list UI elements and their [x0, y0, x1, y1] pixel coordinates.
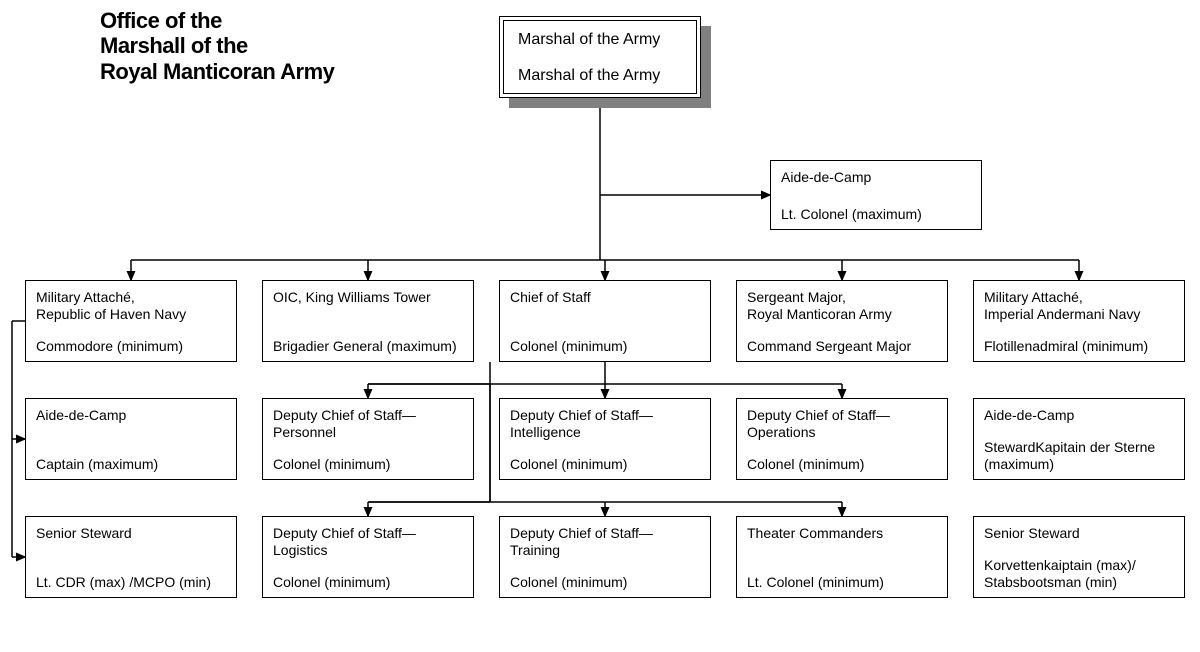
node-rank: Brigadier General (maximum)	[273, 338, 463, 355]
node-rank: Flotillenadmiral (minimum)	[984, 338, 1174, 355]
node-title: Deputy Chief of Staff—Intelligence	[510, 407, 700, 441]
node-rank: Colonel (minimum)	[510, 574, 700, 591]
node-title: Aide-de-Camp	[36, 407, 226, 424]
node-r3c5: Senior Steward Korvettenkaiptain (max)/St…	[973, 516, 1185, 598]
node-r3c4: Theater Commanders Lt. Colonel (minimum)	[736, 516, 948, 598]
node-r3c2: Deputy Chief of Staff—Logistics Colonel (…	[262, 516, 474, 598]
node-title: Aide-de-Camp	[781, 169, 971, 186]
node-title: Deputy Chief of Staff—Training	[510, 525, 700, 559]
node-r2c5: Aide-de-Camp StewardKapitain der Sterne (…	[973, 398, 1185, 480]
node-title: Theater Commanders	[747, 525, 937, 542]
node-r1c1: Military Attaché,Republic of Haven Navy C…	[25, 280, 237, 362]
node-title: Deputy Chief of Staff—Logistics	[273, 525, 463, 559]
node-title: Senior Steward	[984, 525, 1174, 542]
title-line2: Marshall of the	[100, 33, 248, 58]
node-r1c3: Chief of Staff Colonel (minimum)	[499, 280, 711, 362]
node-r1c4: Sergeant Major,Royal Manticoran Army Comm…	[736, 280, 948, 362]
node-rank: Colonel (minimum)	[510, 456, 700, 473]
node-title: Aide-de-Camp	[984, 407, 1174, 424]
page-title: Office of the Marshall of the Royal Mant…	[100, 8, 334, 84]
node-root: Marshal of the Army Marshal of the Army	[499, 16, 701, 98]
node-rank: Colonel (minimum)	[747, 456, 937, 473]
node-rank: Command Sergeant Major	[747, 338, 937, 355]
node-rank: Lt. Colonel (maximum)	[781, 206, 971, 223]
node-title: Senior Steward	[36, 525, 226, 542]
node-rank: Colonel (minimum)	[510, 338, 700, 355]
node-rank: Marshal of the Army	[518, 67, 682, 85]
node-rank: Colonel (minimum)	[273, 456, 463, 473]
node-rank: Commodore (minimum)	[36, 338, 226, 355]
node-title: Deputy Chief of Staff—Operations	[747, 407, 937, 441]
title-line3: Royal Manticoran Army	[100, 59, 334, 84]
node-aide0: Aide-de-Camp Lt. Colonel (maximum)	[770, 160, 982, 230]
node-title: Chief of Staff	[510, 289, 700, 306]
node-rank: Lt. Colonel (minimum)	[747, 574, 937, 591]
title-line1: Office of the	[100, 8, 222, 33]
node-title: Marshal of the Army	[518, 31, 682, 49]
node-r2c2: Deputy Chief of Staff—Personnel Colonel (…	[262, 398, 474, 480]
node-title: Deputy Chief of Staff—Personnel	[273, 407, 463, 441]
node-r1c5: Military Attaché,Imperial Andermani Navy…	[973, 280, 1185, 362]
node-title: Sergeant Major,Royal Manticoran Army	[747, 289, 937, 323]
node-r3c3: Deputy Chief of Staff—Training Colonel (m…	[499, 516, 711, 598]
node-r3c1: Senior Steward Lt. CDR (max) /MCPO (min)	[25, 516, 237, 598]
node-title: Military Attaché,Republic of Haven Navy	[36, 289, 226, 323]
node-rank: Colonel (minimum)	[273, 574, 463, 591]
node-rank: Captain (maximum)	[36, 456, 226, 473]
node-rank: Lt. CDR (max) /MCPO (min)	[36, 574, 226, 591]
node-r2c1: Aide-de-Camp Captain (maximum)	[25, 398, 237, 480]
node-r2c4: Deputy Chief of Staff—Operations Colonel …	[736, 398, 948, 480]
node-r2c3: Deputy Chief of Staff—Intelligence Colone…	[499, 398, 711, 480]
node-rank: StewardKapitain der Sterne (maximum)	[984, 439, 1174, 473]
node-r1c2: OIC, King Williams Tower Brigadier Genera…	[262, 280, 474, 362]
node-rank: Korvettenkaiptain (max)/Stabsbootsman (m…	[984, 557, 1174, 591]
node-title: Military Attaché,Imperial Andermani Navy	[984, 289, 1174, 323]
node-title: OIC, King Williams Tower	[273, 289, 463, 306]
